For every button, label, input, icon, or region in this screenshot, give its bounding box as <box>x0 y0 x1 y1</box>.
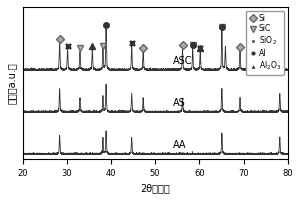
Text: ASC: ASC <box>173 56 192 66</box>
Y-axis label: 强度（a.u.）: 强度（a.u.） <box>7 62 17 104</box>
Text: AS: AS <box>173 98 186 108</box>
Legend: Si, SiC, SiO$_2$, Al, Al$_2$O$_3$: Si, SiC, SiO$_2$, Al, Al$_2$O$_3$ <box>246 11 284 75</box>
X-axis label: 2θ（度）: 2θ（度） <box>140 183 170 193</box>
Text: AA: AA <box>173 140 186 150</box>
